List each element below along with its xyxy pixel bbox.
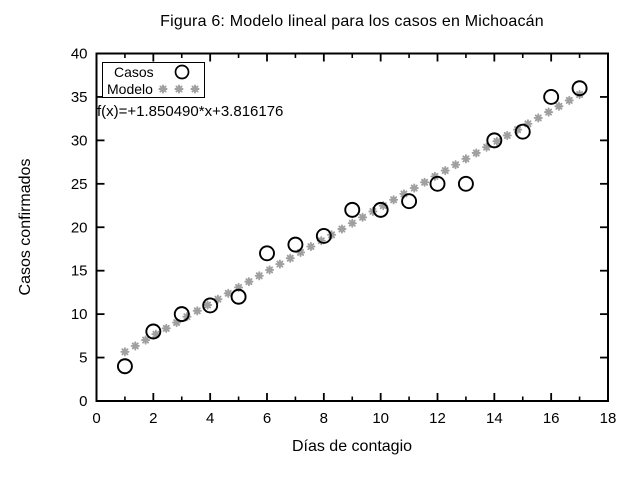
modelo-point <box>544 107 554 117</box>
modelo-point <box>316 236 326 246</box>
modelo-point <box>244 277 254 287</box>
modelo-point <box>203 300 213 310</box>
y-tick-label: 10 <box>71 306 88 323</box>
modelo-point <box>533 113 543 123</box>
casos-point <box>145 323 162 340</box>
modelo-point <box>161 323 171 333</box>
modelo-point <box>389 195 399 205</box>
modelo-point <box>492 136 502 146</box>
modelo-point <box>554 101 564 111</box>
modelo-point <box>482 142 492 152</box>
modelo-point <box>337 224 347 234</box>
x-tick-label: 4 <box>206 410 214 427</box>
modelo-point <box>172 317 182 328</box>
modelo-point <box>409 183 419 193</box>
casos-point <box>429 175 446 192</box>
modelo-point <box>399 189 409 199</box>
modelo-point <box>358 212 368 222</box>
modelo-point <box>306 241 316 252</box>
modelo-point <box>471 148 481 158</box>
modelo-point <box>151 329 161 339</box>
modelo-sample-asterisk <box>158 84 168 94</box>
modelo-point <box>182 312 192 322</box>
modelo-point <box>420 177 430 187</box>
fit-equation-text: f(x)=+1.850490*x+3.816176 <box>97 103 284 120</box>
x-tick-label: 10 <box>372 410 389 427</box>
legend-label-casos: Casos <box>114 64 154 80</box>
casos-point <box>259 245 275 262</box>
modelo-sample-asterisk <box>174 84 184 94</box>
modelo-point <box>141 335 151 345</box>
x-tick-label: 16 <box>543 410 560 427</box>
modelo-point <box>440 165 450 176</box>
modelo-point <box>296 247 306 257</box>
modelo-point <box>213 294 223 304</box>
casos-point <box>287 236 304 253</box>
y-tick-label: 25 <box>71 176 88 193</box>
modelo-point <box>378 201 388 211</box>
x-tick-label: 18 <box>600 410 617 427</box>
casos-point <box>315 227 332 244</box>
modelo-point <box>461 154 471 164</box>
modelo-point <box>451 160 461 170</box>
x-tick-label: 14 <box>486 410 503 427</box>
chart-title: Figura 6: Modelo lineal para los casos e… <box>160 13 544 30</box>
modelo-point <box>223 288 233 298</box>
legend-label-modelo: Modelo <box>107 81 153 97</box>
casos-point <box>514 123 531 140</box>
x-tick-label: 0 <box>92 410 100 427</box>
casos-point <box>401 193 418 210</box>
legend-row-modelo: Modelo <box>103 80 204 97</box>
y-tick-label: 30 <box>71 132 88 149</box>
modelo-point <box>265 265 275 275</box>
modelo-point <box>120 347 130 357</box>
casos-point <box>202 297 219 314</box>
modelo-points <box>120 90 585 357</box>
y-tick-label: 20 <box>71 219 88 236</box>
modelo-point <box>275 259 285 269</box>
casos-point <box>116 358 133 375</box>
casos-point <box>457 175 474 192</box>
modelo-point <box>347 218 357 228</box>
casos-point <box>571 80 588 97</box>
legend-row-casos: Casos <box>103 63 204 80</box>
casos-point <box>230 288 247 305</box>
casos-marker-sample <box>174 64 190 80</box>
casos-point <box>372 201 389 218</box>
modelo-point <box>192 306 202 316</box>
modelo-point <box>523 119 533 129</box>
x-tick-label: 6 <box>263 410 271 427</box>
x-tick-label: 8 <box>320 410 328 427</box>
x-tick-label: 2 <box>149 410 157 427</box>
modelo-point <box>513 125 523 135</box>
casos-point <box>543 88 560 105</box>
y-tick-label: 35 <box>71 89 88 106</box>
casos-point <box>486 132 503 149</box>
casos-points <box>116 80 588 375</box>
modelo-point <box>564 95 574 105</box>
modelo-point <box>502 130 512 141</box>
modelo-sample-asterisk <box>190 84 200 94</box>
casos-point <box>344 201 361 218</box>
casos-point <box>173 306 190 323</box>
modelo-point <box>234 282 244 293</box>
modelo-point <box>130 341 140 351</box>
y-tick-label: 0 <box>79 393 87 410</box>
y-tick-label: 40 <box>71 46 88 63</box>
y-tick-label: 5 <box>79 350 87 367</box>
x-axis-label: Días de contagio <box>291 438 413 455</box>
x-tick-label: 12 <box>429 410 446 427</box>
y-tick-label: 15 <box>71 263 88 280</box>
modelo-marker-sample <box>158 84 200 94</box>
modelo-point <box>254 271 264 281</box>
modelo-point <box>285 253 295 263</box>
legend-box: Casos Modelo <box>102 62 205 98</box>
